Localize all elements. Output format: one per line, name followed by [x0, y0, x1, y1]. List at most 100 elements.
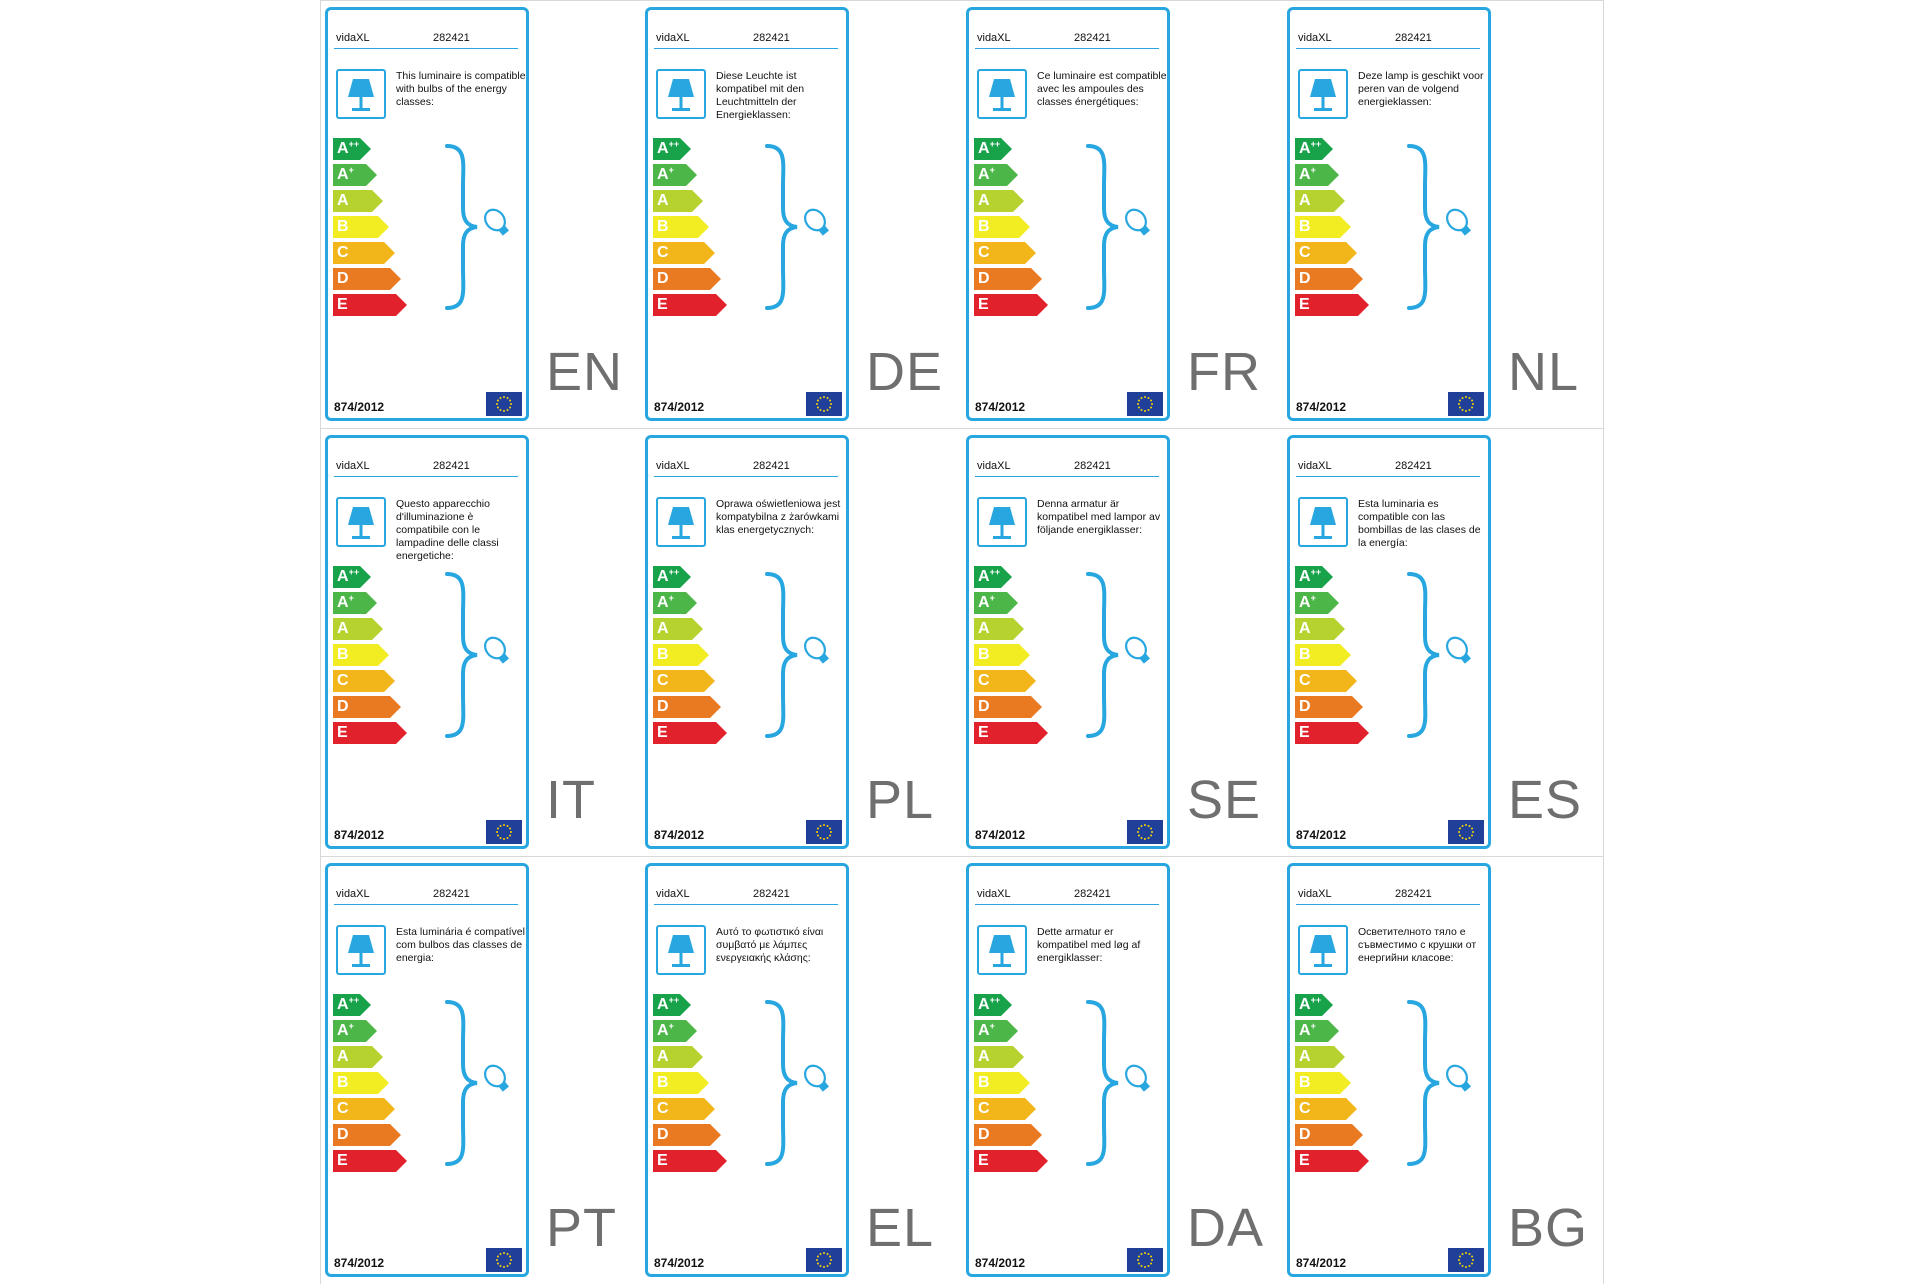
energy-class-letter: B: [978, 218, 990, 235]
energy-class-letter: E: [1299, 296, 1310, 313]
energy-class-arrow: A++: [653, 566, 691, 588]
energy-class-arrow: A: [974, 190, 1024, 212]
model-number: 282421: [1395, 32, 1432, 44]
eu-flag-icon: [1127, 392, 1163, 416]
energy-class-plus: +: [668, 593, 674, 603]
language-code: BG: [1508, 1198, 1589, 1258]
energy-class-arrow: A: [333, 190, 383, 212]
label-cell-nl: vidaXL 282421 Deze lamp is geschikt voor…: [1283, 0, 1604, 428]
table-lamp-icon: [977, 69, 1027, 119]
energy-class-scale: A++ A+ A B C D E: [1295, 566, 1369, 748]
energy-class-letter: B: [978, 646, 990, 663]
energy-class-arrow: A++: [974, 138, 1012, 160]
energy-class-letter: C: [337, 1100, 349, 1117]
energy-class-arrow: A: [333, 1046, 383, 1068]
eu-star: [816, 831, 818, 833]
energy-class-letter: C: [337, 244, 349, 261]
eu-star: [1458, 834, 1461, 837]
curly-brace-icon: [761, 998, 841, 1173]
eu-star: [499, 824, 502, 827]
model-number: 282421: [1395, 460, 1432, 472]
eu-star: [1140, 837, 1143, 840]
energy-class-plus: +: [989, 1021, 995, 1031]
eu-star: [1144, 824, 1146, 826]
eu-star: [1137, 406, 1140, 409]
energy-class-letter: A: [978, 140, 990, 157]
energy-class-scale: A++ A+ A B C D E: [974, 138, 1048, 320]
energy-class-letter: A: [1299, 166, 1311, 183]
eu-star: [1471, 399, 1474, 402]
energy-class-arrow: D: [974, 268, 1042, 290]
energy-class-arrow: A++: [653, 994, 691, 1016]
energy-class-letter: A: [657, 568, 669, 585]
eu-star: [1461, 409, 1464, 412]
energy-class-arrow: A++: [1295, 994, 1333, 1016]
energy-class-arrow: E: [974, 294, 1048, 316]
eu-star: [1471, 1255, 1474, 1258]
eu-flag-icon: [1127, 1248, 1163, 1272]
energy-class-arrow: A: [974, 618, 1024, 640]
table-lamp-icon: [336, 497, 386, 547]
eu-flag-icon: [486, 820, 522, 844]
energy-label-card: vidaXL 282421 This luminaire is compatib…: [325, 7, 529, 421]
eu-star: [816, 403, 818, 405]
eu-star: [819, 837, 822, 840]
eu-star: [1140, 409, 1143, 412]
energy-class-letter: A: [978, 192, 990, 209]
eu-star: [499, 409, 502, 412]
eu-star: [823, 838, 825, 840]
eu-star: [1458, 406, 1461, 409]
label-cell-pl: vidaXL 282421 Oprawa oświetleniowa jest …: [641, 428, 962, 856]
energy-class-arrow: A: [1295, 618, 1345, 640]
eu-star: [1140, 824, 1143, 827]
energy-class-arrow: B: [974, 644, 1030, 666]
compatibility-text: Dette armatur er kompatibel med løg af e…: [1037, 926, 1141, 964]
curly-brace-icon: [1082, 142, 1162, 317]
energy-class-letter: A: [337, 1048, 349, 1065]
energy-class-arrow: E: [333, 722, 407, 744]
label-header: vidaXL 282421: [654, 460, 838, 477]
light-bulb-icon: [484, 1064, 509, 1092]
compatibility-text: Esta luminária é compatível com bulbos d…: [396, 926, 525, 964]
language-code: PT: [546, 1198, 618, 1258]
energy-class-arrow: E: [653, 294, 727, 316]
energy-class-letter: A: [1299, 996, 1311, 1013]
energy-class-arrow: B: [974, 1072, 1030, 1094]
energy-class-letter: A: [337, 620, 349, 637]
eu-star: [1140, 1252, 1143, 1255]
eu-star: [1461, 1265, 1464, 1268]
energy-class-arrow: A: [653, 190, 703, 212]
light-bulb-icon: [1125, 1064, 1150, 1092]
eu-star: [1147, 1265, 1150, 1268]
model-number: 282421: [433, 32, 470, 44]
energy-class-arrow: C: [333, 242, 395, 264]
energy-class-letter: A: [657, 140, 669, 157]
label-header: vidaXL 282421: [654, 888, 838, 905]
label-cell-es: vidaXL 282421 Esta luminaria es compatib…: [1283, 428, 1604, 856]
eu-star: [1465, 838, 1467, 840]
eu-flag-icon: [486, 1248, 522, 1272]
eu-star: [496, 403, 498, 405]
energy-class-letter: D: [978, 698, 990, 715]
energy-label-card: vidaXL 282421 Oprawa oświetleniowa jest …: [645, 435, 849, 849]
energy-class-letter: A: [657, 996, 669, 1013]
table-lamp-icon: [1298, 497, 1348, 547]
eu-star: [1137, 834, 1140, 837]
eu-star: [819, 1265, 822, 1268]
eu-star: [1458, 1255, 1461, 1258]
eu-star: [1471, 1262, 1474, 1265]
label-cell-bg: vidaXL 282421 Осветителното тяло е съвме…: [1283, 856, 1604, 1284]
energy-class-arrow: D: [1295, 268, 1363, 290]
eu-star: [816, 406, 819, 409]
eu-star: [1458, 1259, 1460, 1261]
energy-class-scale: A++ A+ A B C D E: [1295, 138, 1369, 320]
energy-class-plus: ++: [1310, 567, 1322, 577]
eu-star: [1151, 403, 1153, 405]
eu-star: [496, 406, 499, 409]
eu-star: [1137, 403, 1139, 405]
energy-class-arrow: A: [974, 1046, 1024, 1068]
model-number: 282421: [1074, 888, 1111, 900]
energy-class-arrow: A++: [333, 138, 371, 160]
eu-star: [496, 1259, 498, 1261]
energy-class-plus: ++: [668, 567, 680, 577]
